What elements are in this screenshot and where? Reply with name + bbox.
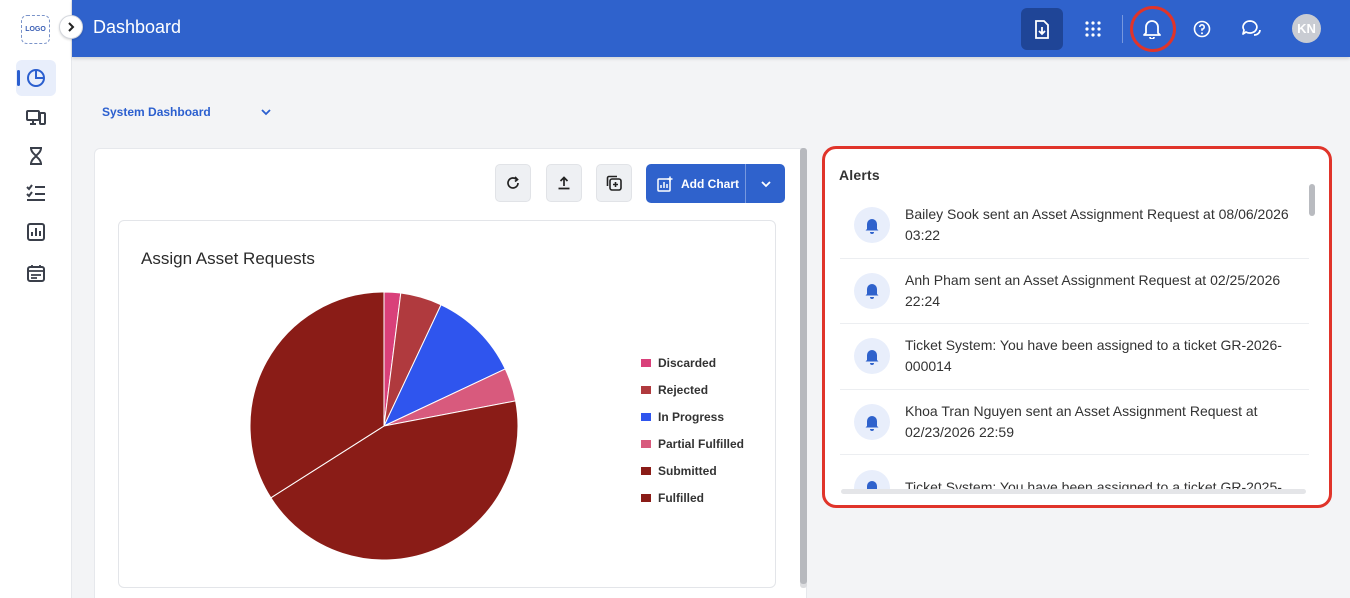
nav-calendar[interactable] — [16, 255, 56, 291]
legend-label: Submitted — [658, 463, 717, 478]
bell-icon — [865, 415, 879, 431]
download-button[interactable] — [1021, 8, 1063, 50]
dashboard-selector[interactable]: System Dashboard — [102, 105, 272, 119]
devices-icon — [26, 110, 46, 125]
panel-scrollbar-thumb[interactable] — [800, 148, 807, 584]
legend-swatch — [641, 358, 651, 367]
refresh-button[interactable] — [495, 164, 531, 202]
export-button[interactable] — [546, 164, 582, 202]
add-chart-dropdown[interactable] — [746, 180, 785, 188]
chevron-right-icon — [68, 22, 75, 32]
help-icon — [1193, 20, 1211, 38]
app-logo[interactable]: LOGO — [21, 15, 50, 44]
alert-item[interactable]: Anh Pham sent an Asset Assignment Reques… — [840, 259, 1309, 325]
legend-item[interactable]: Partial Fulfilled — [641, 430, 744, 457]
chevron-down-icon — [261, 109, 271, 116]
legend-swatch — [641, 412, 651, 421]
legend-label: In Progress — [658, 409, 725, 424]
copy-add-icon — [606, 175, 622, 191]
legend-swatch — [641, 385, 651, 394]
alert-text: Bailey Sook sent an Asset Assignment Req… — [905, 206, 1289, 244]
legend-item[interactable]: Submitted — [641, 457, 744, 484]
help-button[interactable] — [1181, 8, 1223, 50]
alert-item[interactable]: Ticket System: You have been assigned to… — [840, 455, 1309, 493]
alert-bell-icon — [854, 272, 890, 309]
legend-swatch — [641, 493, 651, 502]
legend-item[interactable]: Discarded — [641, 349, 744, 376]
bar-chart-icon — [27, 223, 45, 241]
checklist-icon — [26, 184, 45, 201]
legend-item[interactable]: Fulfilled — [641, 484, 744, 511]
alert-item[interactable]: Bailey Sook sent an Asset Assignment Req… — [840, 193, 1309, 259]
legend-item[interactable]: In Progress — [641, 403, 744, 430]
alert-bell-icon — [854, 338, 890, 375]
messages-button[interactable] — [1231, 8, 1273, 50]
legend-label: Fulfilled — [658, 490, 704, 505]
alerts-list: Bailey Sook sent an Asset Assignment Req… — [840, 193, 1309, 493]
nav-pending[interactable] — [16, 138, 56, 174]
alerts-scrollbar-thumb[interactable] — [1309, 184, 1315, 216]
page-title: Dashboard — [93, 17, 182, 37]
refresh-icon — [507, 176, 519, 189]
nav-dashboard[interactable] — [16, 60, 56, 96]
toolbar-divider — [1122, 15, 1123, 43]
alert-text: Anh Pham sent an Asset Assignment Reques… — [905, 271, 1281, 309]
sidebar-expand-button[interactable] — [59, 15, 83, 39]
bell-icon — [865, 284, 879, 300]
add-chart-label: Add Chart — [681, 176, 739, 191]
nav-tasks[interactable] — [16, 175, 56, 211]
alert-item[interactable]: Ticket System: You have been assigned to… — [840, 324, 1309, 390]
duplicate-button[interactable] — [596, 164, 632, 202]
legend-label: Rejected — [658, 382, 709, 397]
pie-slice-submitted[interactable] — [270, 400, 519, 561]
add-chart-icon — [657, 176, 673, 192]
nav-assets[interactable] — [16, 100, 56, 136]
pie-chart-icon — [27, 69, 45, 87]
upload-icon — [558, 176, 570, 190]
file-download-icon — [1035, 19, 1049, 39]
top-bar: Dashboard KN — [72, 0, 1350, 57]
side-nav: LOGO — [0, 0, 72, 598]
chevron-down-icon — [760, 180, 771, 187]
alerts-panel: Alerts Bailey Sook sent an Asset Assignm… — [822, 146, 1332, 508]
pie-chart — [249, 291, 519, 561]
chart-card: Assign Asset Requests Discarded Rejected I… — [118, 220, 776, 588]
user-avatar[interactable]: KN — [1292, 14, 1321, 43]
add-chart-button[interactable]: Add Chart — [646, 164, 785, 203]
panel-scrollbar[interactable] — [800, 148, 807, 588]
calendar-icon — [27, 265, 45, 282]
chat-bubbles-icon — [1242, 20, 1261, 36]
alerts-horizontal-scrollbar[interactable] — [841, 489, 1306, 494]
legend-swatch — [641, 466, 651, 475]
bell-icon — [865, 218, 879, 234]
alert-text: Ticket System: You have been assigned to… — [905, 337, 1282, 375]
notifications-highlight — [1130, 6, 1176, 52]
hourglass-icon — [30, 147, 42, 165]
alerts-scrollbar[interactable] — [1309, 184, 1315, 484]
alert-text: Khoa Tran Nguyen sent an Asset Assignmen… — [905, 403, 1258, 441]
pie-slice-in-progress[interactable] — [382, 304, 506, 428]
add-chart-main[interactable]: Add Chart — [646, 164, 746, 203]
grid-dots-icon — [1085, 21, 1101, 37]
legend-label: Partial Fulfilled — [658, 436, 745, 451]
dashboard-selector-label: System Dashboard — [102, 105, 211, 119]
apps-button[interactable] — [1072, 8, 1114, 50]
alert-item[interactable]: Khoa Tran Nguyen sent an Asset Assignmen… — [840, 390, 1309, 456]
alert-bell-icon — [854, 404, 890, 441]
bell-icon — [865, 349, 879, 365]
legend-item[interactable]: Rejected — [641, 376, 744, 403]
nav-reports[interactable] — [16, 214, 56, 250]
chart-title: Assign Asset Requests — [141, 249, 315, 268]
alerts-title: Alerts — [839, 167, 880, 183]
chart-legend: Discarded Rejected In Progress Partial Fulf… — [641, 349, 744, 511]
legend-swatch — [641, 439, 651, 448]
alert-bell-icon — [854, 207, 890, 244]
pie-slice-fulfilled[interactable] — [249, 291, 385, 499]
legend-label: Discarded — [658, 355, 717, 370]
